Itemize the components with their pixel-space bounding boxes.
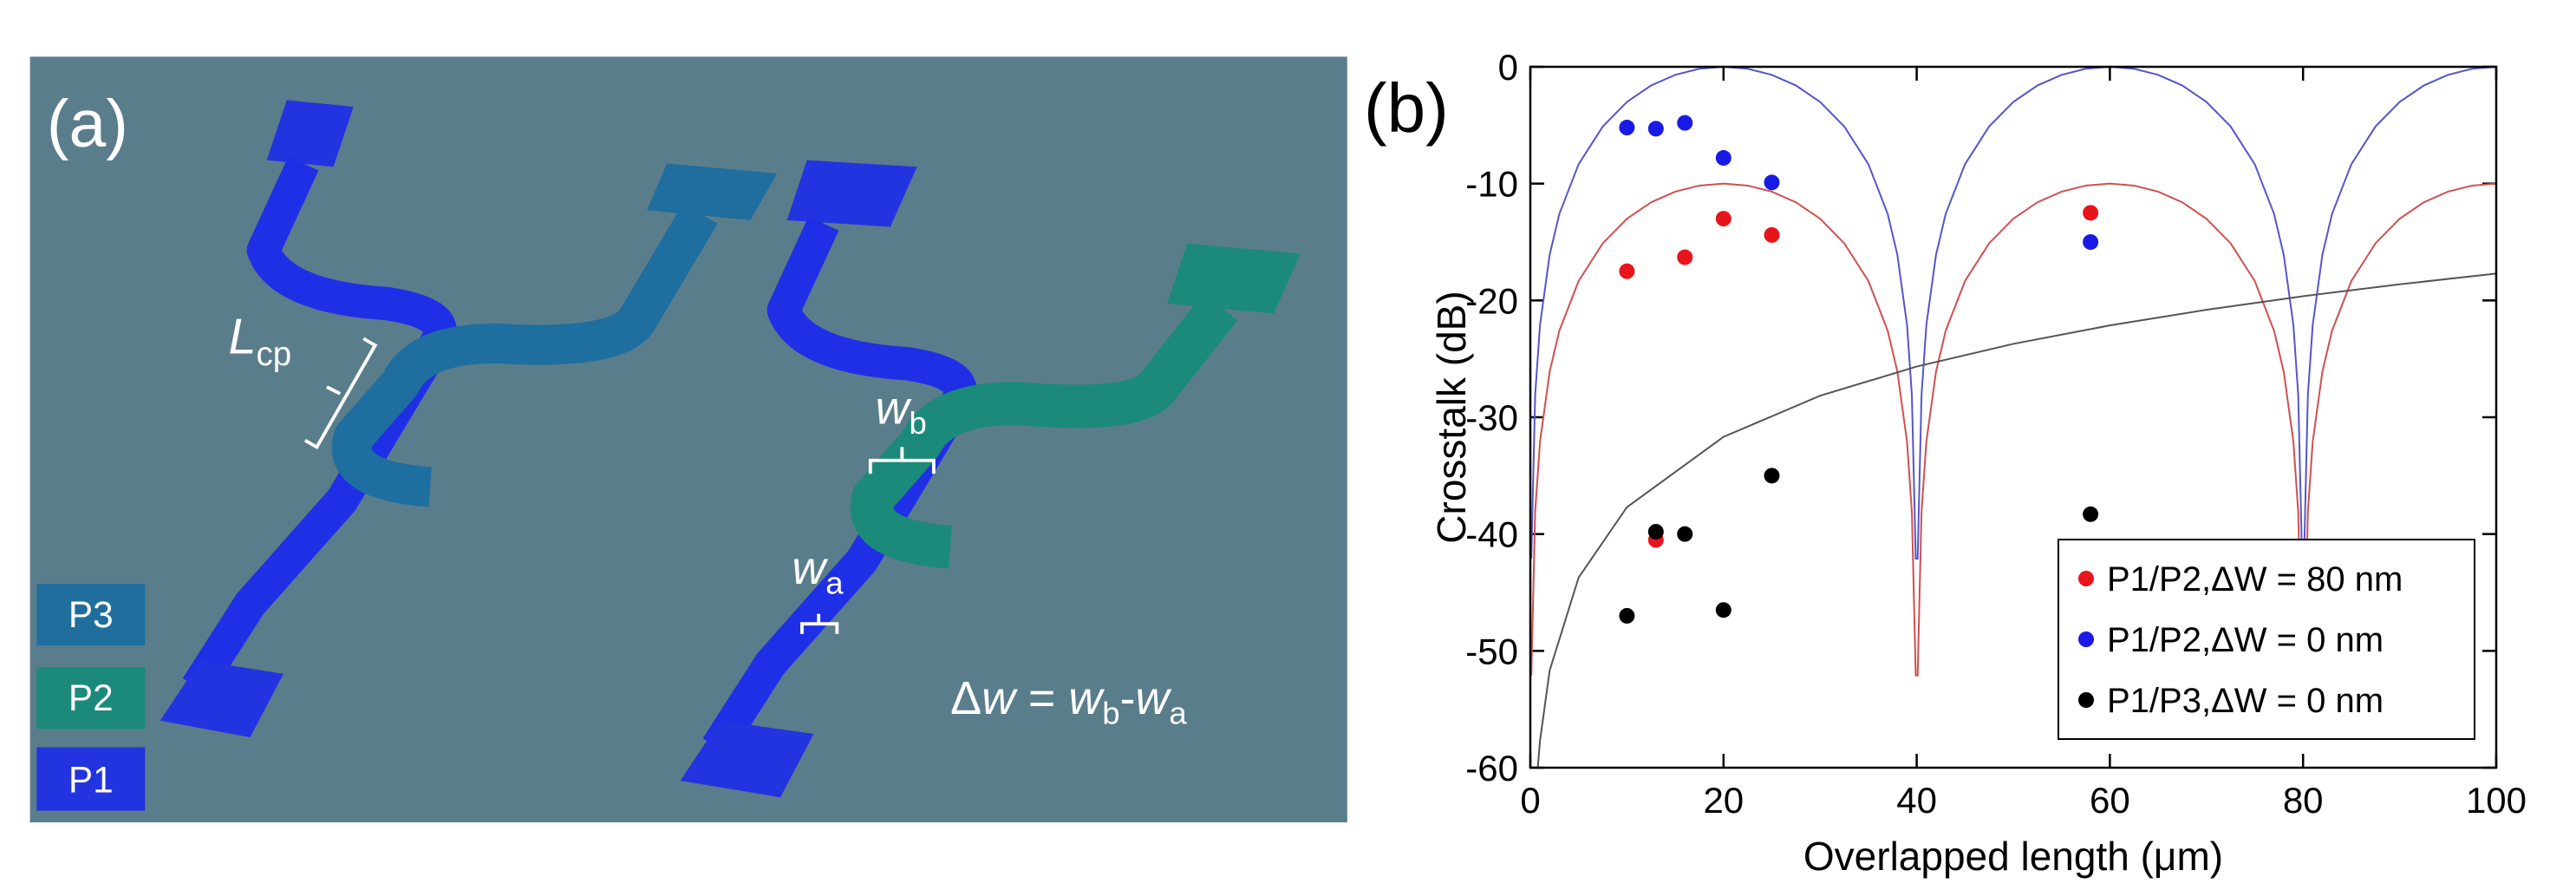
pad: [786, 160, 917, 227]
legend-label: P1/P2,ΔW = 80 nm: [2107, 560, 2403, 599]
structure-right: [680, 160, 1301, 798]
x-tick-label: 20: [1703, 780, 1744, 821]
eq-part: =: [1015, 672, 1068, 724]
y-tick-label: -30: [1465, 397, 1518, 438]
subscript: a: [825, 566, 844, 601]
port-box: [36, 584, 146, 646]
x-tick-label: 100: [2466, 780, 2527, 821]
legend-marker: [2078, 571, 2094, 586]
pad: [680, 720, 814, 798]
y-axis-label: Crosstalk (dB): [1429, 291, 1474, 543]
data-point: [2083, 506, 2099, 522]
coupling-length-label: Lcp: [228, 310, 291, 373]
data-point: [1619, 607, 1635, 624]
symbol: w: [876, 382, 912, 434]
eq-part: Δ: [950, 672, 981, 724]
bracket: [800, 613, 839, 634]
symbol: L: [228, 310, 256, 365]
port-box: [36, 747, 146, 811]
data-point: [1647, 523, 1664, 540]
y-tick-label: -50: [1465, 631, 1518, 671]
structure-left: [160, 100, 778, 737]
eq-part: -: [1120, 672, 1136, 724]
data-point: [1764, 174, 1780, 191]
panel-label: (b): [1364, 69, 1449, 147]
data-point: [1715, 150, 1731, 167]
y-tick-label: -40: [1465, 514, 1518, 555]
data-point: [1619, 120, 1635, 136]
bracket: [868, 447, 936, 474]
data-point: [1619, 263, 1635, 279]
y-tick-label: 0: [1498, 47, 1518, 88]
eq-part: a: [1169, 696, 1187, 731]
x-tick-label: 40: [1896, 780, 1937, 821]
data-point: [1764, 226, 1780, 243]
x-tick-label: 0: [1520, 780, 1540, 821]
pad: [266, 100, 354, 167]
bracket: [303, 337, 378, 449]
pad: [1167, 243, 1301, 314]
subscript: b: [909, 405, 926, 441]
x-axis-label: Overlapped length (μm): [1803, 834, 2223, 879]
panel-label: (a): [47, 87, 128, 161]
waveguide-p3: [331, 203, 718, 507]
port-label: P3: [68, 594, 114, 635]
legend-marker: [2078, 692, 2094, 708]
port-label: P1: [68, 759, 114, 800]
waveguide-p2: [850, 293, 1238, 569]
width-a-label: wa: [792, 542, 844, 601]
y-tick-label: -10: [1465, 164, 1518, 205]
port-label: P2: [68, 677, 114, 718]
data-point: [1677, 249, 1693, 265]
subscript: cp: [257, 336, 292, 373]
pad: [160, 660, 284, 737]
y-tick-label: -60: [1465, 748, 1518, 789]
data-point: [2083, 205, 2099, 221]
panel-a: (a) Lcp wb wa Δw = wb-wa P3 P2 P1: [29, 56, 1347, 823]
width-b-label: wb: [876, 382, 927, 441]
x-tick-label: 80: [2283, 780, 2324, 821]
equation: Δw = wb-wa: [950, 672, 1187, 731]
legend-marker: [2078, 632, 2094, 647]
data-point: [2083, 234, 2099, 250]
axes-box: [1529, 65, 2498, 769]
y-tick-label: -20: [1465, 280, 1518, 321]
eq-part: b: [1102, 696, 1119, 731]
model-curve: [1530, 182, 2496, 677]
pad: [647, 163, 778, 220]
model-curve: [1530, 67, 2496, 560]
data-point: [1715, 602, 1731, 618]
legend-label: P1/P2,ΔW = 0 nm: [2107, 621, 2384, 659]
port-box: [36, 667, 146, 730]
eq-part: w: [1068, 672, 1105, 724]
symbol: w: [792, 542, 828, 594]
data-point: [1764, 468, 1780, 484]
data-point: [1647, 121, 1664, 137]
x-tick-label: 60: [2090, 780, 2130, 821]
legend-label: P1/P3,ΔW = 0 nm: [2107, 682, 2384, 720]
eq-part: w: [981, 672, 1018, 724]
plot: 0 20 40 60 80 100 -60 -50 -40 -30 -20 -10 0 P1/P2,ΔW …: [1465, 47, 2527, 821]
eq-part: w: [1135, 672, 1171, 724]
data-point: [1715, 211, 1731, 227]
data-point: [1677, 526, 1693, 542]
model-curve: [1536, 272, 2496, 768]
legend-box: [2058, 539, 2475, 740]
data-point: [1677, 115, 1693, 131]
curves: [1530, 67, 2496, 768]
